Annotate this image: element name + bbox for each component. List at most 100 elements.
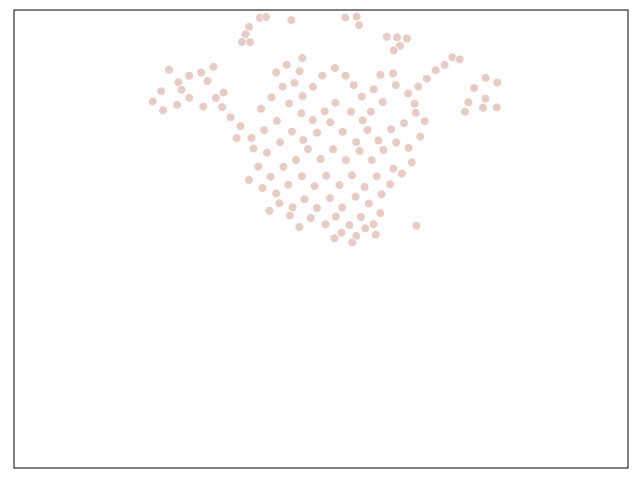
data-point [360, 223, 371, 234]
data-point [362, 125, 373, 135]
data-point [299, 194, 310, 205]
data-point [262, 147, 272, 158]
data-point [309, 181, 320, 191]
data-point [330, 98, 341, 108]
data-point [359, 182, 370, 192]
data-point [312, 203, 322, 213]
data-point [271, 188, 282, 199]
data-point [294, 66, 305, 77]
data-point [147, 96, 158, 107]
data-point [357, 115, 368, 126]
data-point [411, 220, 422, 231]
data-point [385, 179, 395, 190]
data-point [265, 171, 276, 182]
data-point [366, 155, 377, 165]
plot-background [14, 10, 628, 468]
data-point [259, 125, 269, 135]
data-point [368, 84, 379, 95]
data-point [391, 137, 402, 148]
data-point [218, 87, 229, 98]
data-point [410, 108, 421, 118]
axes-frame [13, 9, 629, 469]
data-point [319, 106, 330, 117]
data-point [312, 128, 322, 138]
data-point [289, 78, 300, 88]
data-point [274, 198, 285, 209]
data-point [403, 143, 414, 153]
data-point [257, 183, 268, 193]
data-point [245, 37, 255, 47]
data-point [415, 131, 426, 142]
data-point [248, 143, 259, 154]
data-point [397, 168, 407, 179]
data-point [350, 192, 361, 202]
data-point [356, 212, 366, 222]
data-point [317, 70, 328, 81]
data-point [291, 155, 301, 165]
data-point [277, 81, 288, 92]
data-point [463, 97, 474, 108]
data-point [294, 222, 305, 232]
data-point [382, 31, 392, 42]
data-point [329, 233, 340, 244]
data-point [237, 37, 247, 47]
data-point [244, 175, 254, 185]
data-point [409, 98, 420, 109]
data-point [439, 60, 450, 70]
data-point [307, 115, 318, 125]
data-point [297, 171, 307, 182]
data-point [386, 124, 396, 135]
data-point [303, 144, 313, 154]
data-point [275, 137, 285, 148]
data-point [184, 93, 195, 103]
data-point [198, 101, 209, 112]
data-point [354, 20, 364, 30]
data-point [356, 91, 367, 102]
data-point [371, 171, 382, 182]
data-point [217, 102, 228, 112]
data-point [158, 105, 168, 116]
data-point [305, 213, 316, 223]
data-point [422, 73, 432, 84]
data-point [271, 67, 282, 78]
data-point [337, 127, 348, 137]
data-point [325, 193, 335, 204]
data-point [320, 219, 331, 230]
data-point [478, 103, 488, 113]
data-point [388, 68, 398, 79]
data-point [231, 133, 242, 143]
data-point [347, 170, 357, 181]
data-point [354, 146, 365, 156]
data-point [351, 137, 362, 147]
data-point [336, 227, 347, 238]
data-point [156, 86, 166, 96]
data-point [266, 92, 277, 103]
data-point [469, 83, 480, 93]
data-point [256, 104, 266, 114]
data-point [460, 107, 470, 117]
data-point [373, 135, 384, 146]
data-point [328, 144, 338, 155]
data-point [375, 70, 386, 80]
data-point [430, 65, 441, 75]
data-point [296, 108, 307, 119]
data-point [344, 220, 355, 230]
data-point [287, 202, 298, 213]
data-point [492, 77, 503, 88]
data-point [480, 73, 491, 83]
data-point [184, 71, 195, 81]
data-point [298, 135, 309, 145]
data-point [271, 116, 282, 126]
data-point [419, 116, 430, 126]
data-point [172, 100, 182, 110]
data-point [375, 208, 386, 218]
data-point [378, 145, 389, 155]
data-point [330, 63, 340, 73]
data-point [390, 80, 401, 90]
data-point [235, 121, 246, 131]
data-point [392, 32, 402, 43]
data-point [341, 155, 351, 165]
data-point [287, 126, 297, 137]
